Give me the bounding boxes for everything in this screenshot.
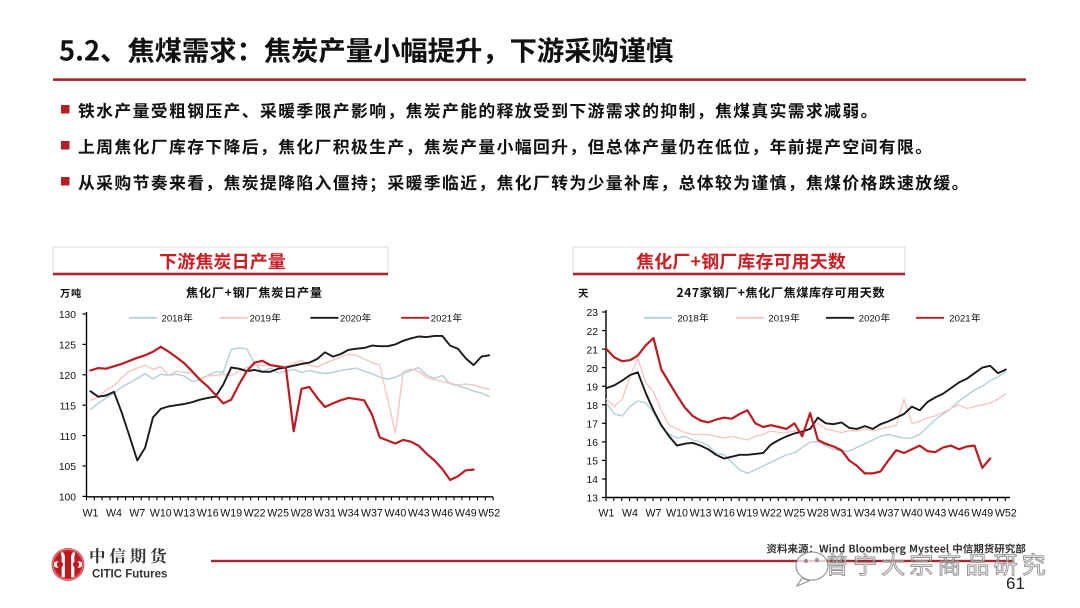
svg-text:2018: 2018 [162,313,183,324]
svg-text:W25: W25 [784,508,806,520]
svg-text:W10: W10 [666,508,688,520]
svg-text:2021: 2021 [431,313,452,324]
svg-text:125: 125 [59,341,76,352]
svg-text:130: 130 [59,310,76,321]
svg-text:16: 16 [587,438,599,449]
svg-text:W37: W37 [361,508,383,520]
svg-text:W37: W37 [878,508,900,520]
svg-text:CITIC Futures: CITIC Futures [92,569,167,581]
svg-text:W1: W1 [82,508,98,520]
svg-text:2019: 2019 [768,313,789,324]
svg-text:2020: 2020 [340,313,361,324]
svg-text:21: 21 [587,345,599,356]
svg-text:W31: W31 [831,508,853,520]
svg-text:W52: W52 [995,508,1017,520]
svg-text:W4: W4 [622,508,638,520]
svg-text:W13: W13 [173,508,195,520]
svg-text:W16: W16 [713,508,735,520]
svg-text:19: 19 [587,382,599,393]
svg-text:W40: W40 [385,508,407,520]
svg-text:W7: W7 [646,508,662,520]
svg-text:105: 105 [59,462,76,473]
svg-text:W40: W40 [901,508,923,520]
svg-text:W34: W34 [338,508,360,520]
svg-text:18: 18 [587,401,599,412]
svg-text:20: 20 [587,364,599,375]
svg-text:2021: 2021 [949,313,970,324]
svg-text:14: 14 [587,475,599,486]
svg-text:17: 17 [587,420,599,431]
svg-text:W49: W49 [455,508,477,520]
svg-text:W13: W13 [690,508,712,520]
svg-text:W46: W46 [948,508,970,520]
svg-text:W10: W10 [150,508,172,520]
svg-text:W22: W22 [244,508,266,520]
svg-text:W25: W25 [267,508,289,520]
svg-text:W16: W16 [197,508,219,520]
svg-text:W52: W52 [478,508,500,520]
svg-text:W43: W43 [408,508,430,520]
svg-text:W31: W31 [314,508,336,520]
svg-text:120: 120 [59,371,76,382]
svg-text:W28: W28 [291,508,313,520]
svg-text:15: 15 [587,457,599,468]
svg-text:W46: W46 [431,508,453,520]
svg-text:W4: W4 [106,508,122,520]
svg-text:W28: W28 [807,508,829,520]
svg-text:W1: W1 [599,508,615,520]
svg-text:W7: W7 [129,508,145,520]
svg-text:2018: 2018 [677,313,698,324]
svg-text:13: 13 [587,494,599,505]
svg-text:22: 22 [587,327,599,338]
svg-text:W49: W49 [971,508,993,520]
svg-text:2019: 2019 [250,313,271,324]
svg-text:110: 110 [60,432,77,443]
svg-text:W19: W19 [737,508,759,520]
svg-text:61: 61 [1006,574,1025,593]
svg-text:W43: W43 [925,508,947,520]
svg-text:W22: W22 [760,508,782,520]
svg-text:23: 23 [587,308,599,319]
svg-text:115: 115 [60,401,77,412]
svg-text:W19: W19 [220,508,242,520]
svg-text:W34: W34 [854,508,876,520]
svg-text:2020: 2020 [859,313,880,324]
svg-text:100: 100 [59,493,76,504]
